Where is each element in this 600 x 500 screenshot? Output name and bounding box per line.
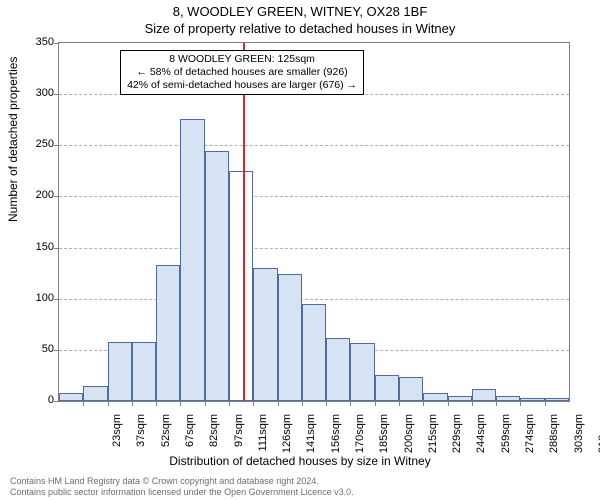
y-tick-label: 150: [14, 241, 54, 253]
x-tick-mark: [156, 401, 157, 406]
title-block: 8, WOODLEY GREEN, WITNEY, OX28 1BF Size …: [0, 4, 600, 38]
histogram-bar: [205, 151, 229, 401]
histogram-bar: [399, 377, 423, 401]
title-line-2: Size of property relative to detached ho…: [0, 20, 600, 38]
y-tick-mark: [54, 196, 59, 197]
y-tick-label: 0: [14, 394, 54, 406]
annotation-box: 8 WOODLEY GREEN: 125sqm← 58% of detached…: [120, 50, 364, 95]
x-tick-label: 111sqm: [257, 414, 269, 464]
x-tick-mark: [83, 401, 84, 406]
gridline: [59, 299, 569, 300]
x-tick-mark: [180, 401, 181, 406]
y-tick-mark: [54, 43, 59, 44]
x-tick-mark: [496, 401, 497, 406]
histogram-bar: [229, 171, 253, 401]
histogram-bar: [545, 398, 569, 401]
x-tick-label: 156sqm: [330, 414, 342, 464]
y-tick-label: 300: [14, 87, 54, 99]
x-tick-mark: [253, 401, 254, 406]
x-tick-label: 141sqm: [305, 414, 317, 464]
x-tick-mark: [278, 401, 279, 406]
x-tick-mark: [545, 401, 546, 406]
x-tick-mark: [520, 401, 521, 406]
gridline: [59, 248, 569, 249]
x-tick-label: 303sqm: [573, 414, 585, 464]
y-tick-mark: [54, 94, 59, 95]
x-tick-mark: [375, 401, 376, 406]
x-tick-label: 215sqm: [427, 414, 439, 464]
y-tick-mark: [54, 299, 59, 300]
histogram-bar: [326, 338, 350, 401]
y-tick-mark: [54, 350, 59, 351]
y-tick-label: 50: [14, 343, 54, 355]
y-tick-label: 250: [14, 138, 54, 150]
histogram-bar: [448, 396, 472, 401]
x-tick-label: 185sqm: [378, 414, 390, 464]
x-tick-label: 97sqm: [233, 414, 245, 464]
x-tick-label: 288sqm: [548, 414, 560, 464]
x-tick-mark: [350, 401, 351, 406]
marker-line: [243, 43, 245, 401]
y-tick-label: 100: [14, 292, 54, 304]
y-tick-label: 350: [14, 36, 54, 48]
x-tick-label: 200sqm: [403, 414, 415, 464]
histogram-bar: [132, 342, 156, 401]
y-tick-mark: [54, 401, 59, 402]
histogram-bar: [156, 265, 180, 401]
histogram-bar: [59, 393, 83, 401]
x-tick-label: 52sqm: [160, 414, 172, 464]
x-tick-label: 126sqm: [281, 414, 293, 464]
title-line-1: 8, WOODLEY GREEN, WITNEY, OX28 1BF: [0, 4, 600, 20]
x-tick-label: 67sqm: [184, 414, 196, 464]
annotation-line-1: 8 WOODLEY GREEN: 125sqm: [127, 53, 357, 66]
histogram-bar: [375, 375, 399, 401]
histogram-bar: [302, 304, 326, 401]
y-tick-label: 200: [14, 189, 54, 201]
x-tick-label: 229sqm: [451, 414, 463, 464]
x-tick-label: 37sqm: [135, 414, 147, 464]
x-tick-mark: [205, 401, 206, 406]
x-tick-label: 274sqm: [524, 414, 536, 464]
x-tick-label: 23sqm: [111, 414, 123, 464]
histogram-bar: [83, 386, 107, 401]
y-tick-mark: [54, 145, 59, 146]
x-tick-mark: [229, 401, 230, 406]
histogram-bar: [496, 396, 520, 401]
x-tick-label: 259sqm: [500, 414, 512, 464]
chart-root: 8, WOODLEY GREEN, WITNEY, OX28 1BF Size …: [0, 0, 600, 500]
x-tick-label: 244sqm: [475, 414, 487, 464]
gridline: [59, 196, 569, 197]
histogram-bar: [278, 274, 302, 401]
histogram-bar: [253, 268, 277, 401]
y-tick-mark: [54, 248, 59, 249]
annotation-line-3: 42% of semi-detached houses are larger (…: [127, 79, 357, 92]
histogram-bar: [108, 342, 132, 401]
histogram-bar: [180, 119, 204, 401]
gridline: [59, 145, 569, 146]
x-tick-mark: [448, 401, 449, 406]
x-tick-mark: [472, 401, 473, 406]
x-tick-mark: [108, 401, 109, 406]
x-tick-mark: [423, 401, 424, 406]
histogram-bar: [423, 393, 447, 401]
histogram-bar: [350, 343, 374, 401]
x-tick-mark: [132, 401, 133, 406]
footer-attribution: Contains HM Land Registry data © Crown c…: [10, 476, 354, 498]
x-tick-label: 82sqm: [208, 414, 220, 464]
x-tick-mark: [302, 401, 303, 406]
plot-area: [58, 42, 570, 402]
footer-line-2: Contains public sector information licen…: [10, 487, 354, 498]
footer-line-1: Contains HM Land Registry data © Crown c…: [10, 476, 354, 487]
histogram-bar: [520, 398, 544, 401]
x-tick-mark: [326, 401, 327, 406]
annotation-line-2: ← 58% of detached houses are smaller (92…: [127, 66, 357, 79]
x-tick-mark: [399, 401, 400, 406]
histogram-bar: [472, 389, 496, 401]
x-tick-label: 170sqm: [354, 414, 366, 464]
